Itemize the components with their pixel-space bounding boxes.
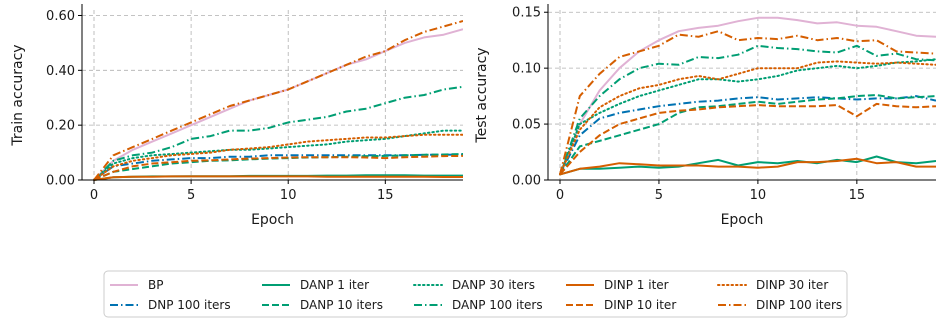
series-line-danp-10-iters (93, 153, 463, 181)
legend-label: DNP 100 iters (148, 298, 231, 312)
series-line-danp-10-iters (559, 94, 936, 175)
x-tick-label: 10 (750, 188, 767, 203)
y-tick-label: 0.60 (46, 9, 75, 24)
legend-label: DANP 10 iters (300, 298, 383, 312)
legend-box (103, 270, 848, 318)
y-tick-label: 0.00 (512, 174, 541, 189)
series-line-danp-1-iter (559, 155, 936, 176)
y-tick-label: 0.40 (46, 64, 75, 79)
series-group (93, 20, 463, 181)
series-group (559, 16, 936, 176)
y-axis-label: Train accuracy (10, 44, 26, 146)
train-accuracy-chart: 0.00 0.20 0.40 0.60 0 5 10 15 Epoch Train accurac… (10, 4, 463, 228)
legend-label: DANP 100 iters (452, 298, 543, 312)
x-tick-label: 5 (655, 188, 663, 203)
y-tick-label: 0.20 (46, 119, 75, 134)
grid (548, 10, 936, 181)
series-line-dinp-100-iters (93, 20, 463, 181)
x-tick-label: 5 (187, 188, 195, 203)
legend: BP DNP 100 iters DANP 1 iter DANP 10 iters D… (103, 270, 848, 318)
legend-label: DANP 1 iter (300, 278, 369, 292)
series-line-danp-30-iters (559, 58, 936, 176)
x-tick-label: 0 (556, 188, 564, 203)
series-line-dinp-30-iter (559, 60, 936, 176)
x-axis-label: Epoch (721, 212, 764, 228)
series-line-dnp-100-iters (93, 153, 463, 181)
x-tick-label: 15 (377, 188, 394, 203)
legend-label: DINP 1 iter (604, 278, 669, 292)
x-tick-label: 10 (280, 188, 297, 203)
legend-label: DINP 30 iter (756, 278, 828, 292)
legend-label: DANP 30 iters (452, 278, 535, 292)
y-tick-label: 0.00 (46, 174, 75, 189)
series-line-dinp-100-iters (559, 30, 936, 175)
y-tick-label: 0.15 (512, 6, 541, 21)
legend-label: BP (148, 278, 163, 292)
series-line-danp-100-iters (93, 85, 463, 181)
y-axis-label: Test accuracy (474, 47, 490, 143)
series-line-danp-100-iters (559, 44, 936, 175)
y-tick-label: 0.05 (512, 118, 541, 133)
series-line-dinp-10-iters (559, 102, 936, 176)
legend-label: DINP 10 iter (604, 298, 676, 312)
series-line-bp (559, 16, 936, 175)
series-line-dinp-10-iters (93, 154, 463, 181)
series-line-dinp-1-iter (559, 157, 936, 176)
y-tick-label: 0.10 (512, 62, 541, 77)
series-line-dinp-1-iter (93, 175, 463, 181)
x-axis-label: Epoch (251, 212, 294, 228)
legend-label: DINP 100 iters (756, 298, 842, 312)
series-line-dinp-30-iter (93, 133, 463, 181)
test-accuracy-chart: 0.00 0.05 0.10 0.15 0 5 10 15 Epoch Test accuracy (474, 4, 936, 228)
series-line-dnp-100-iters (559, 95, 936, 175)
series-line-danp-30-iters (93, 129, 463, 181)
x-tick-label: 0 (90, 188, 98, 203)
x-tick-label: 15 (849, 188, 866, 203)
